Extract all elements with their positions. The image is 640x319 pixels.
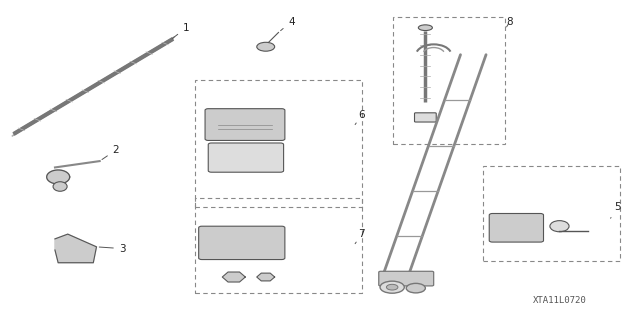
Text: XTA11L0720: XTA11L0720 bbox=[532, 296, 586, 305]
Text: 2: 2 bbox=[102, 145, 119, 160]
Text: 6: 6 bbox=[355, 110, 365, 124]
Text: 5: 5 bbox=[611, 202, 620, 218]
FancyBboxPatch shape bbox=[208, 143, 284, 172]
Polygon shape bbox=[55, 234, 97, 263]
FancyBboxPatch shape bbox=[415, 113, 436, 122]
FancyBboxPatch shape bbox=[198, 226, 285, 260]
Text: 8: 8 bbox=[506, 17, 513, 27]
Ellipse shape bbox=[419, 25, 433, 31]
Polygon shape bbox=[47, 170, 70, 184]
FancyBboxPatch shape bbox=[205, 109, 285, 140]
Polygon shape bbox=[257, 273, 275, 281]
Text: 1: 1 bbox=[172, 23, 189, 39]
Polygon shape bbox=[222, 272, 245, 282]
Ellipse shape bbox=[257, 42, 275, 51]
Ellipse shape bbox=[550, 221, 569, 232]
Text: 7: 7 bbox=[355, 229, 365, 244]
Ellipse shape bbox=[53, 182, 67, 191]
Text: 3: 3 bbox=[99, 244, 125, 254]
Ellipse shape bbox=[406, 283, 426, 293]
Text: 4: 4 bbox=[280, 17, 294, 31]
Ellipse shape bbox=[380, 281, 404, 293]
FancyBboxPatch shape bbox=[379, 271, 434, 286]
FancyBboxPatch shape bbox=[489, 213, 543, 242]
Ellipse shape bbox=[387, 284, 398, 290]
